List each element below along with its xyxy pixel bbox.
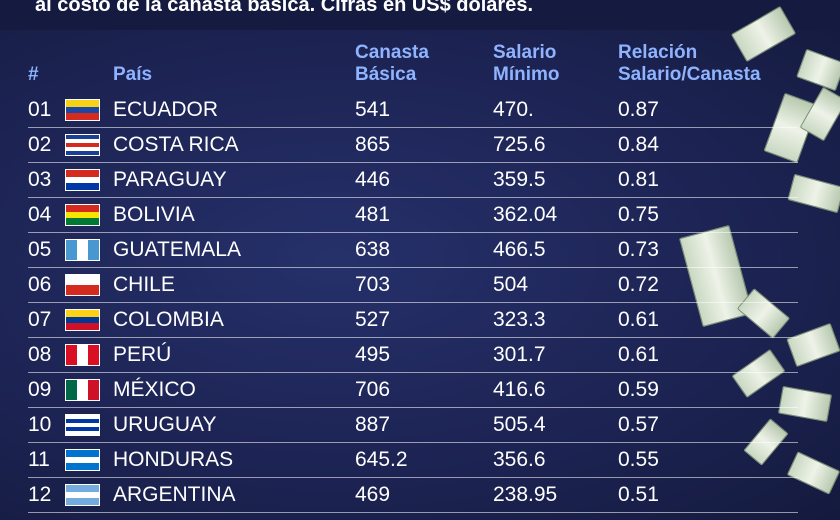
row-separator xyxy=(28,372,798,373)
table-cell: 504 xyxy=(493,273,529,296)
table-cell: 725.6 xyxy=(493,133,546,156)
table-cell: PARAGUAY xyxy=(113,168,227,191)
flag xyxy=(65,414,100,436)
table-cell: 0.51 xyxy=(618,483,659,506)
table-cell: 323.3 xyxy=(493,308,546,331)
table-cell: COLOMBIA xyxy=(113,308,224,331)
money-bill xyxy=(786,451,840,495)
table-cell: 0.57 xyxy=(618,413,659,436)
flag xyxy=(65,169,100,191)
table-cell: 238.95 xyxy=(493,483,558,506)
table-cell: 0.55 xyxy=(618,448,659,471)
table-cell: ARGENTINA xyxy=(113,483,236,506)
money-bill xyxy=(796,48,840,92)
table-cell: 703 xyxy=(355,273,391,296)
flag xyxy=(65,274,100,296)
table-cell: 09 xyxy=(28,378,52,401)
money-bill xyxy=(786,322,840,368)
table-cell: 0.84 xyxy=(618,133,659,156)
table-cell: 0.72 xyxy=(618,273,659,296)
table-cell: 06 xyxy=(28,273,52,296)
column-header: Salario Mínimo xyxy=(493,42,560,85)
row-separator xyxy=(28,267,798,268)
table-cell: 10 xyxy=(28,413,52,436)
row-separator xyxy=(28,197,798,198)
table-cell: 541 xyxy=(355,98,391,121)
table-cell: 638 xyxy=(355,238,391,261)
table-cell: 359.5 xyxy=(493,168,546,191)
flag xyxy=(65,484,100,506)
flag xyxy=(65,239,100,261)
table-cell: 865 xyxy=(355,133,391,156)
table-cell: 0.75 xyxy=(618,203,659,226)
table-cell: MÉXICO xyxy=(113,378,196,401)
flag xyxy=(65,309,100,331)
table-cell: 495 xyxy=(355,343,391,366)
flag xyxy=(65,344,100,366)
table-cell: 0.87 xyxy=(618,98,659,121)
table-cell: 12 xyxy=(28,483,52,506)
flag xyxy=(65,204,100,226)
table-cell: 470. xyxy=(493,98,534,121)
flag xyxy=(65,449,100,471)
money-bill xyxy=(777,385,833,423)
table-cell: 08 xyxy=(28,343,52,366)
flag xyxy=(65,99,100,121)
table-cell: 645.2 xyxy=(355,448,408,471)
column-header: Relación Salario/Canasta xyxy=(618,42,761,85)
table-cell: 0.61 xyxy=(618,308,659,331)
row-separator xyxy=(28,302,798,303)
table-cell: 446 xyxy=(355,168,391,191)
table-cell: 0.81 xyxy=(618,168,659,191)
table-cell: 07 xyxy=(28,308,52,331)
column-header: # xyxy=(28,64,39,85)
row-separator xyxy=(28,442,798,443)
table-cell: 0.73 xyxy=(618,238,659,261)
table-cell: 887 xyxy=(355,413,391,436)
table-cell: 706 xyxy=(355,378,391,401)
table-cell: 0.59 xyxy=(618,378,659,401)
money-bill xyxy=(731,348,786,399)
table-cell: 505.4 xyxy=(493,413,546,436)
table-cell: 469 xyxy=(355,483,391,506)
table-cell: 527 xyxy=(355,308,391,331)
table-cell: 466.5 xyxy=(493,238,546,261)
table-cell: 01 xyxy=(28,98,52,121)
table-cell: 356.6 xyxy=(493,448,546,471)
row-separator xyxy=(28,232,798,233)
row-separator xyxy=(28,337,798,338)
table-cell: COSTA RICA xyxy=(113,133,239,156)
table-cell: 11 xyxy=(28,448,50,471)
table-cell: CHILE xyxy=(113,273,175,296)
table-cell: BOLIVIA xyxy=(113,203,195,226)
table-cell: 362.04 xyxy=(493,203,558,226)
money-bill xyxy=(787,173,840,214)
table-cell: 416.6 xyxy=(493,378,546,401)
row-separator xyxy=(28,127,798,128)
table-cell: 0.61 xyxy=(618,343,659,366)
table-cell: 04 xyxy=(28,203,52,226)
table-cell: PERÚ xyxy=(113,343,172,366)
column-header: Canasta Básica xyxy=(355,42,429,85)
table-cell: 03 xyxy=(28,168,52,191)
row-separator xyxy=(28,477,798,478)
row-separator xyxy=(28,512,798,513)
flag xyxy=(65,379,100,401)
title: al costo de la canasta básica. Cifras en… xyxy=(35,0,533,16)
title-band xyxy=(0,0,840,30)
table-cell: HONDURAS xyxy=(113,448,234,471)
flag xyxy=(65,134,100,156)
table-cell: 05 xyxy=(28,238,52,261)
row-separator xyxy=(28,162,798,163)
table-cell: URUGUAY xyxy=(113,413,217,436)
column-header: País xyxy=(113,64,153,85)
table-cell: GUATEMALA xyxy=(113,238,241,261)
table-cell: 02 xyxy=(28,133,52,156)
table-cell: 301.7 xyxy=(493,343,546,366)
table-cell: ECUADOR xyxy=(113,98,219,121)
row-separator xyxy=(28,407,798,408)
table-cell: 481 xyxy=(355,203,391,226)
